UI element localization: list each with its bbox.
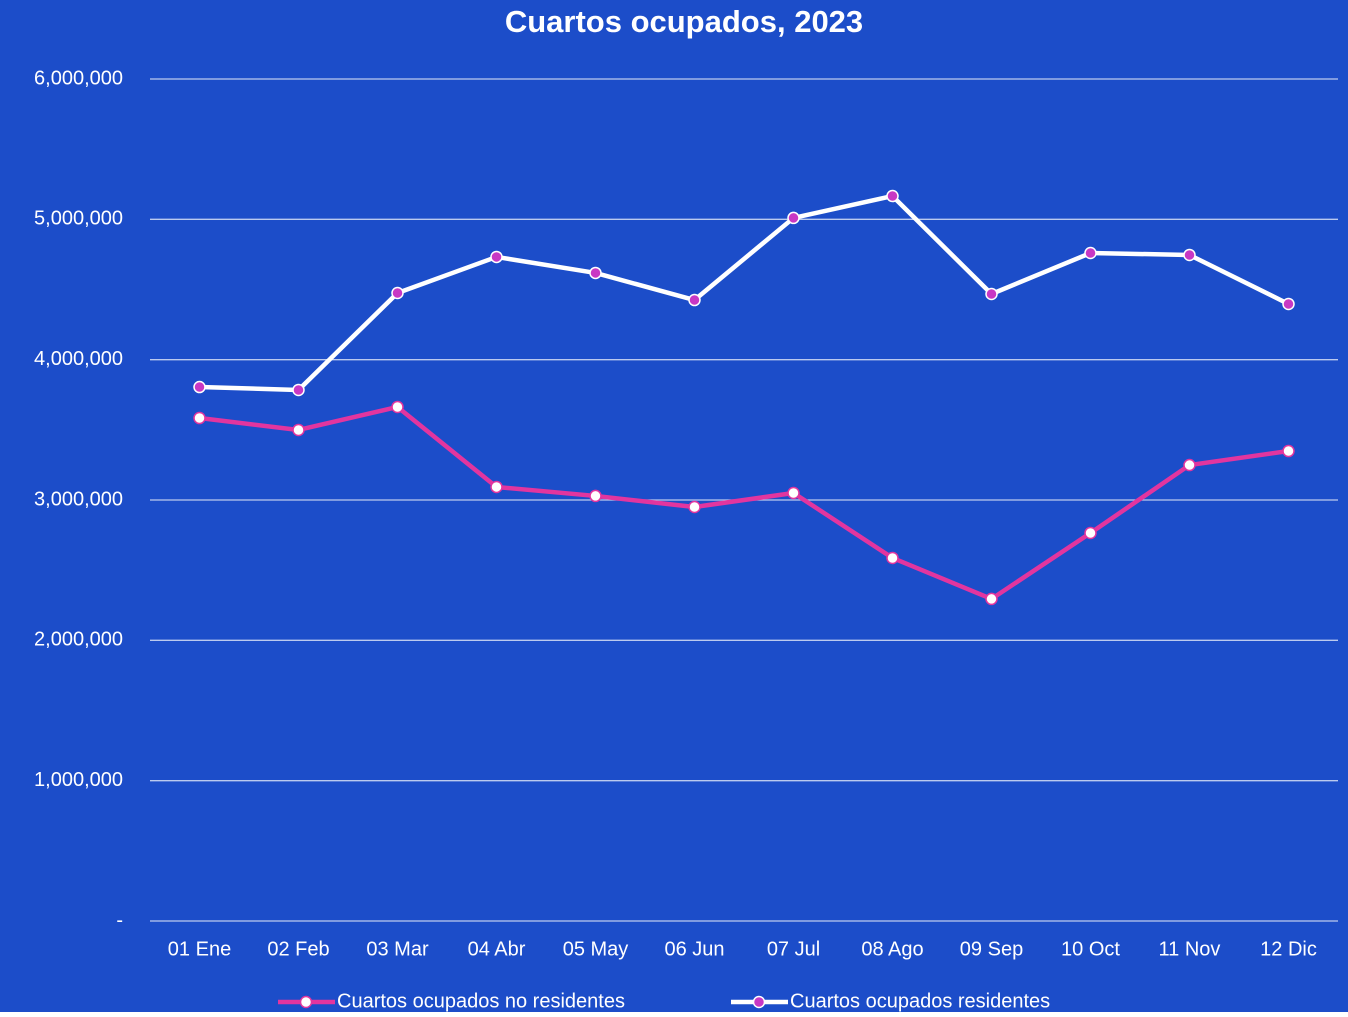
marker — [589, 266, 602, 280]
marker — [490, 480, 503, 494]
x-tick-label: 05 May — [563, 938, 629, 960]
marker — [985, 287, 998, 301]
chart-title: Cuartos ocupados, 2023 — [505, 4, 863, 39]
marker — [1084, 526, 1097, 540]
marker — [985, 592, 998, 606]
x-tick-label: 10 Oct — [1061, 938, 1120, 960]
marker — [391, 400, 404, 414]
series-line — [199, 193, 1290, 393]
marker — [1282, 444, 1295, 458]
x-tick-label: 09 Sep — [960, 938, 1023, 960]
y-tick-label: 5,000,000 — [34, 208, 123, 230]
marker — [688, 293, 701, 307]
marker — [1183, 458, 1196, 472]
y-tick-label: 4,000,000 — [34, 348, 123, 370]
legend-marker — [752, 995, 766, 1009]
x-tick-label: 08 Ago — [861, 938, 923, 960]
marker — [193, 411, 206, 425]
marker — [589, 489, 602, 503]
x-tick-label: 06 Jun — [664, 938, 724, 960]
marker — [1183, 248, 1196, 262]
marker — [193, 380, 206, 394]
legend-label: Cuartos ocupados no residentes — [337, 990, 625, 1012]
marker — [787, 211, 800, 225]
x-tick-label: 01 Ene — [168, 938, 231, 960]
x-tick-label: 03 Mar — [366, 938, 429, 960]
y-tick-label: 2,000,000 — [34, 629, 123, 651]
y-tick-label: - — [116, 909, 123, 931]
marker — [688, 500, 701, 514]
marker — [292, 423, 305, 437]
x-tick-label: 04 Abr — [468, 938, 526, 960]
series-line — [199, 404, 1289, 602]
marker — [292, 383, 305, 397]
marker — [490, 250, 503, 264]
marker — [1282, 297, 1295, 311]
marker — [391, 286, 404, 300]
x-tick-label: 07 Jul — [767, 938, 820, 960]
marker — [1084, 246, 1097, 260]
x-tick-label: 12 Dic — [1260, 938, 1317, 960]
legend-marker — [299, 995, 313, 1009]
marker — [886, 189, 899, 203]
y-tick-label: 6,000,000 — [34, 67, 123, 89]
y-tick-label: 1,000,000 — [34, 769, 123, 791]
marker — [787, 486, 800, 500]
legend-label: Cuartos ocupados residentes — [790, 990, 1050, 1012]
marker — [886, 551, 899, 565]
y-tick-label: 3,000,000 — [34, 488, 123, 510]
x-tick-label: 02 Feb — [267, 938, 329, 960]
x-tick-label: 11 Nov — [1159, 938, 1221, 960]
